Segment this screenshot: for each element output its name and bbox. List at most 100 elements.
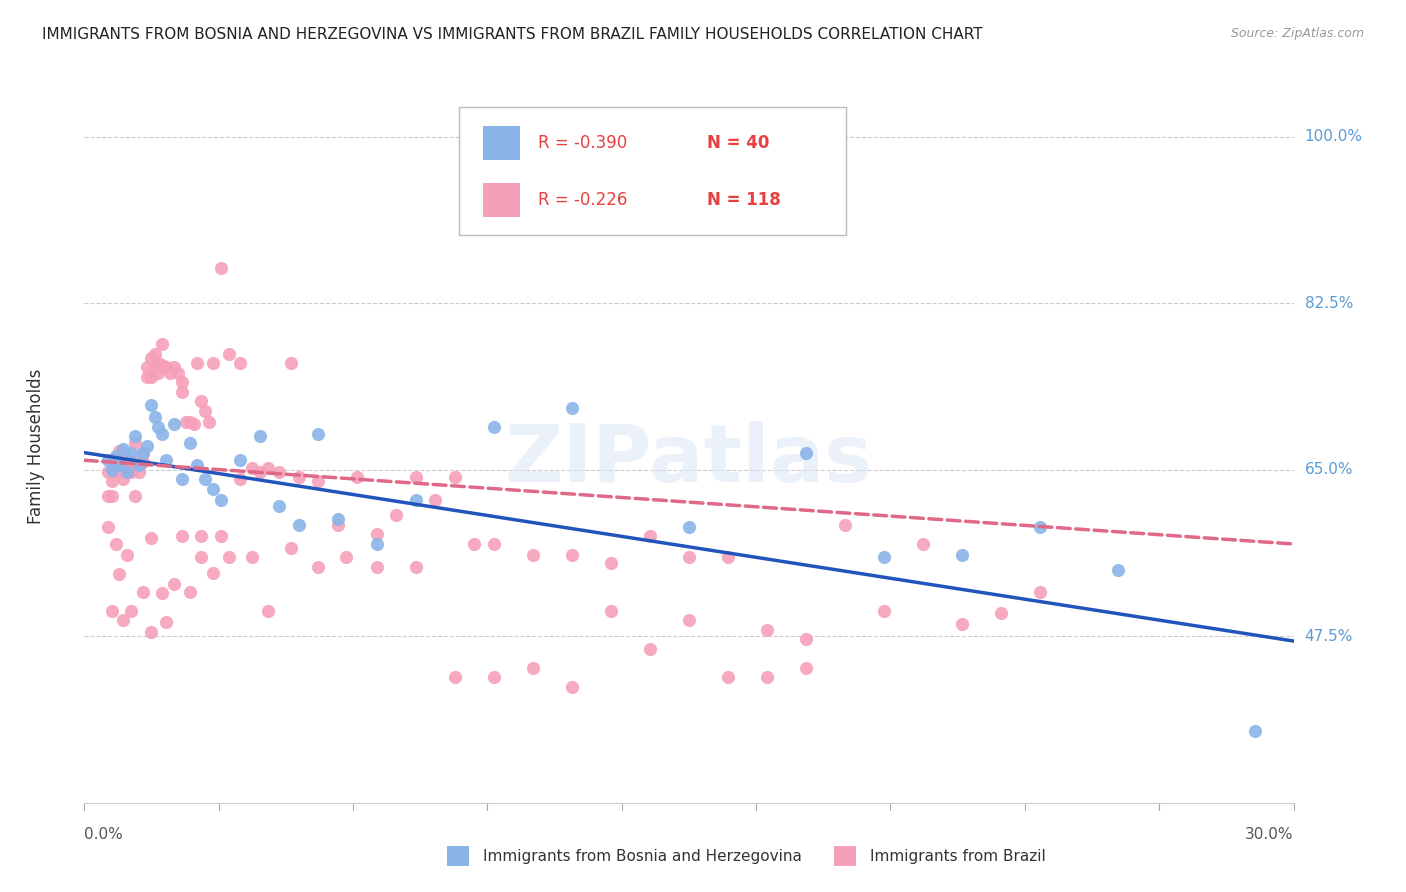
Point [256,461,278,475]
Text: Immigrants from Bosnia and Herzegovina: Immigrants from Bosnia and Herzegovina [484,849,803,863]
Point [128,455,150,469]
Point [405,493,427,508]
Point [124,429,146,443]
Point [229,472,252,486]
FancyBboxPatch shape [484,183,520,217]
Point [600,556,623,570]
Point [170,529,193,543]
Point [229,453,252,467]
Point [108,567,131,582]
Text: 30.0%: 30.0% [1246,827,1294,841]
Point [124,455,146,469]
Point [128,458,150,472]
Point [100,474,122,488]
Point [307,474,329,488]
Point [678,520,700,534]
Point [229,356,252,370]
Point [280,541,302,555]
Point [326,518,349,533]
FancyBboxPatch shape [834,847,856,866]
Point [444,670,467,684]
Point [97,490,120,504]
Point [104,449,127,463]
Point [159,366,181,380]
Point [1029,520,1052,534]
Point [678,613,700,627]
Point [97,465,120,479]
Point [335,550,357,565]
Point [288,470,311,484]
Point [97,453,120,467]
Point [366,537,388,551]
Point [139,398,162,412]
Point [155,615,177,629]
Point [174,415,197,429]
Point [124,436,146,450]
Point [186,458,208,472]
Text: Source: ZipAtlas.com: Source: ZipAtlas.com [1230,27,1364,40]
Point [100,453,122,467]
Point [218,347,240,361]
Point [561,401,583,415]
Point [218,550,240,565]
Point [307,559,329,574]
Point [346,470,368,484]
Point [194,472,217,486]
Point [950,616,973,631]
Text: IMMIGRANTS FROM BOSNIA AND HERZEGOVINA VS IMMIGRANTS FROM BRAZIL FAMILY HOUSEHOL: IMMIGRANTS FROM BOSNIA AND HERZEGOVINA V… [42,27,983,42]
Point [139,369,162,384]
Point [522,549,544,563]
Point [104,537,127,551]
Point [288,518,311,533]
Point [366,559,388,574]
Text: 47.5%: 47.5% [1305,629,1353,644]
Point [117,549,139,563]
Point [108,443,131,458]
Point [143,347,166,361]
Point [117,453,139,467]
Point [120,604,142,618]
Point [794,445,817,459]
Point [163,417,186,431]
Point [638,641,661,656]
Point [990,606,1012,620]
Point [249,429,271,443]
Point [104,451,127,466]
Point [170,472,193,486]
Text: Family Households: Family Households [27,368,45,524]
Point [1029,584,1052,599]
Point [950,549,973,563]
Point [128,465,150,479]
Point [209,261,232,276]
Point [256,604,278,618]
Text: 82.5%: 82.5% [1305,296,1353,310]
Point [132,445,155,459]
Point [198,415,221,429]
Point [249,465,271,479]
Point [202,566,225,580]
Point [194,404,217,418]
Point [1107,563,1129,577]
Point [269,499,291,513]
Point [100,604,122,618]
Point [163,577,186,591]
Point [150,586,173,600]
Text: R = -0.390: R = -0.390 [538,134,627,152]
Point [112,442,135,456]
Point [148,366,170,380]
Point [385,508,408,523]
Point [100,463,122,477]
Point [179,436,201,450]
FancyBboxPatch shape [460,107,846,235]
Point [240,461,263,475]
Point [143,359,166,374]
Point [202,356,225,370]
Text: 65.0%: 65.0% [1305,462,1353,477]
Point [148,356,170,370]
Point [135,369,157,384]
Point [755,670,778,684]
Point [179,584,201,599]
Point [240,550,263,565]
FancyBboxPatch shape [447,847,468,866]
Point [163,359,186,374]
